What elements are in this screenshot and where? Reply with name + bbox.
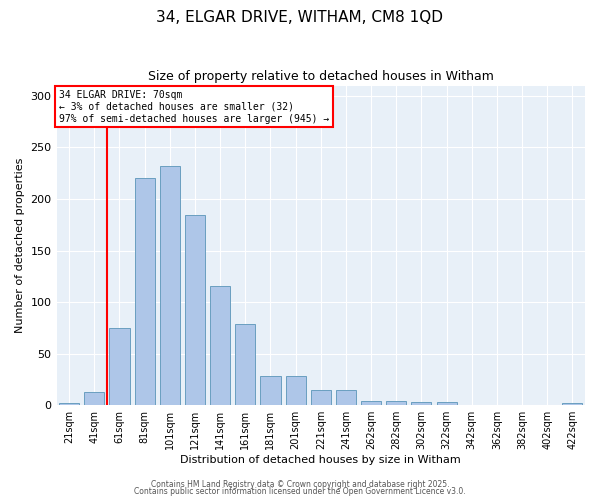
Bar xyxy=(286,376,305,405)
Bar xyxy=(336,390,356,405)
Bar xyxy=(109,328,130,405)
Bar xyxy=(311,390,331,405)
Bar xyxy=(160,166,180,405)
Bar xyxy=(84,392,104,405)
Bar xyxy=(210,286,230,405)
Bar xyxy=(412,402,431,405)
Title: Size of property relative to detached houses in Witham: Size of property relative to detached ho… xyxy=(148,70,494,83)
Bar xyxy=(562,403,583,405)
Bar xyxy=(185,216,205,405)
Text: 34 ELGAR DRIVE: 70sqm
← 3% of detached houses are smaller (32)
97% of semi-detac: 34 ELGAR DRIVE: 70sqm ← 3% of detached h… xyxy=(59,90,329,124)
Y-axis label: Number of detached properties: Number of detached properties xyxy=(15,158,25,333)
Bar xyxy=(386,401,406,405)
Bar xyxy=(260,376,281,405)
X-axis label: Distribution of detached houses by size in Witham: Distribution of detached houses by size … xyxy=(181,455,461,465)
Bar xyxy=(437,402,457,405)
Text: Contains public sector information licensed under the Open Government Licence v3: Contains public sector information licen… xyxy=(134,487,466,496)
Bar xyxy=(59,403,79,405)
Bar xyxy=(235,324,256,405)
Text: Contains HM Land Registry data © Crown copyright and database right 2025.: Contains HM Land Registry data © Crown c… xyxy=(151,480,449,489)
Text: 34, ELGAR DRIVE, WITHAM, CM8 1QD: 34, ELGAR DRIVE, WITHAM, CM8 1QD xyxy=(157,10,443,25)
Bar xyxy=(361,401,381,405)
Bar xyxy=(134,178,155,405)
